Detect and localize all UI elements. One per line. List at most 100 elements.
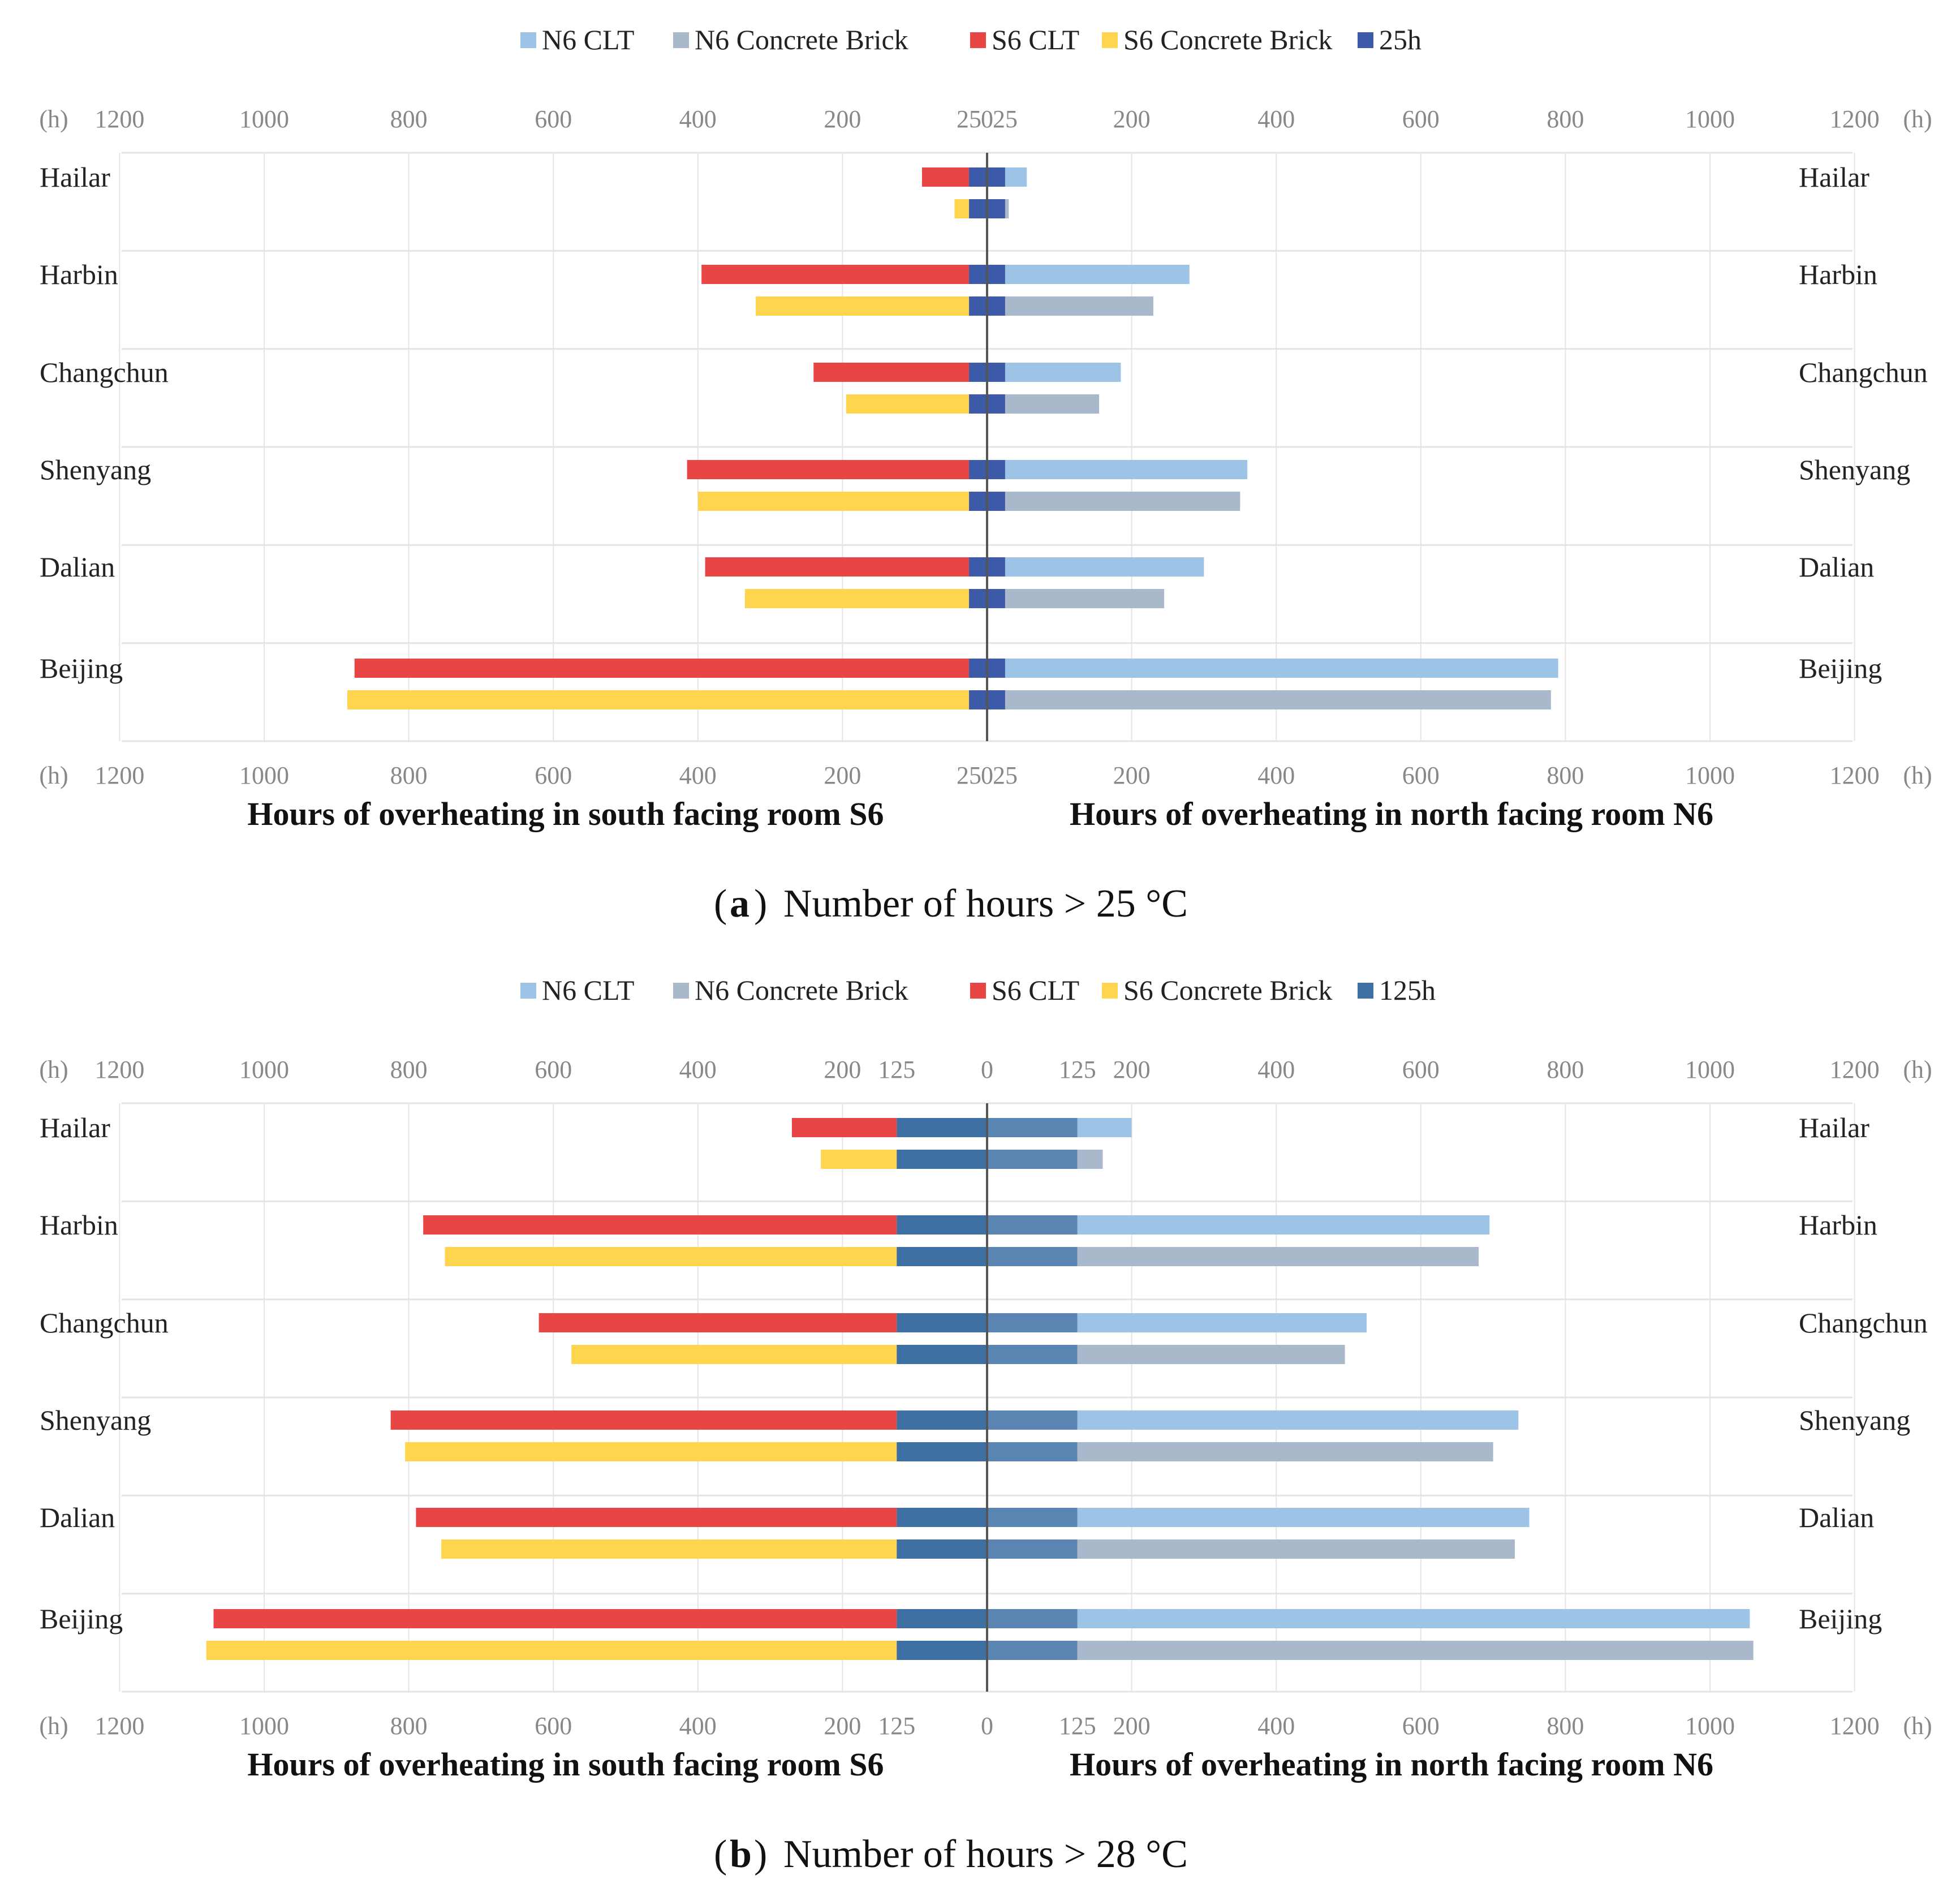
panel-a-legend-label: S6 CLT bbox=[992, 24, 1079, 55]
panel-b-legend-swatch bbox=[520, 983, 536, 999]
panel-a-bar-threshold-right bbox=[987, 167, 1005, 187]
panel-a-tick-label-right-bottom: 200 bbox=[1113, 762, 1151, 789]
panel-b-tick-label-left-bottom: 1000 bbox=[239, 1712, 289, 1740]
panel-a-tick-label-right-bottom: 1200 bbox=[1830, 762, 1880, 789]
panel-a-bar-threshold-left bbox=[969, 296, 987, 316]
panel-b-legend-label: S6 Concrete Brick bbox=[1123, 974, 1332, 1006]
panel-b-bar-threshold-right bbox=[987, 1609, 1078, 1628]
panel-a-bar-n6-concrete-brick bbox=[1005, 394, 1100, 414]
panel-b-tick-label-right-bottom: 125 bbox=[1059, 1712, 1096, 1740]
panel-b-tick-label-left-top: 0 bbox=[981, 1056, 993, 1083]
panel-a-unit-label-right-top: (h) bbox=[1903, 105, 1932, 133]
panel-a-bar-s6-concrete-brick bbox=[744, 589, 970, 608]
panel-a-tick-label-left-bottom: 0 bbox=[981, 762, 993, 789]
panel-b-bar-s6-clt bbox=[423, 1215, 897, 1235]
panel-b-bar-n6-concrete-brick bbox=[1077, 1150, 1103, 1169]
panel-b-tick-label-right-bottom: 800 bbox=[1547, 1712, 1584, 1740]
panel-b-bar-threshold-left bbox=[897, 1410, 987, 1430]
panel-a-bar-threshold-right bbox=[987, 557, 1005, 577]
panel-b-tick-label-right-bottom: 1000 bbox=[1685, 1712, 1735, 1740]
panel-b-bar-s6-concrete-brick bbox=[206, 1641, 897, 1660]
panel-b-category-label-right: Shenyang bbox=[1799, 1404, 1910, 1436]
panel-a-bar-threshold-right bbox=[987, 199, 1005, 218]
panel-a-legend-label: N6 Concrete Brick bbox=[695, 24, 908, 55]
panel-b-category-label-right: Hailar bbox=[1799, 1112, 1869, 1143]
panel-a-bar-s6-concrete-brick bbox=[846, 394, 970, 414]
panel-a-tick-label-right-bottom: 1000 bbox=[1685, 762, 1735, 789]
panel-a-category-label-left: Dalian bbox=[40, 551, 115, 583]
panel-b-tick-label-left-bottom: 400 bbox=[679, 1712, 717, 1740]
panel-b-legend-label: 125h bbox=[1379, 974, 1436, 1006]
panel-b-bar-n6-clt bbox=[1077, 1215, 1490, 1235]
panel-b-tick-label-left-bottom: 0 bbox=[981, 1712, 993, 1740]
panel-b-tick-label-left-bottom: 800 bbox=[390, 1712, 428, 1740]
panel-a-bar-threshold-left bbox=[969, 265, 987, 284]
panel-a-tick-label-left-top: 600 bbox=[535, 105, 572, 133]
panel-a-bar-s6-concrete-brick bbox=[954, 199, 970, 218]
panel-b-bar-n6-concrete-brick bbox=[1077, 1345, 1345, 1364]
panel-a-category-label-right: Beijing bbox=[1799, 652, 1882, 684]
panel-a-bar-threshold-left bbox=[969, 460, 987, 479]
panel-b-category-label-right: Dalian bbox=[1799, 1502, 1874, 1533]
panel-b-tick-label-right-bottom: 1200 bbox=[1830, 1712, 1880, 1740]
panel-b-bar-n6-clt bbox=[1077, 1410, 1519, 1430]
panel-a-tick-label-right-bottom: 600 bbox=[1402, 762, 1440, 789]
panel-a-bar-s6-clt bbox=[354, 659, 970, 678]
panel-a-tick-label-left-top: 400 bbox=[679, 105, 717, 133]
panel-b-tick-label-left-bottom: 600 bbox=[535, 1712, 572, 1740]
panel-a-tick-label-left-bottom: 1200 bbox=[94, 762, 144, 789]
panel-b-bar-threshold-right bbox=[987, 1313, 1078, 1332]
panel-a-bar-s6-clt bbox=[813, 363, 970, 382]
panel-b-bar-threshold-left bbox=[897, 1609, 987, 1628]
panel-a-tick-label-left-bottom: 600 bbox=[535, 762, 572, 789]
panel-b-bar-threshold-right bbox=[987, 1410, 1078, 1430]
panel-b-bar-threshold-right bbox=[987, 1442, 1078, 1461]
panel-a-legend-swatch bbox=[1358, 32, 1373, 48]
panel-a-bar-threshold-left bbox=[969, 690, 987, 709]
panel-a-bar-threshold-right bbox=[987, 659, 1005, 678]
panel-a-unit-label-left-top: (h) bbox=[39, 105, 68, 133]
panel-b-category-label-left: Hailar bbox=[40, 1112, 110, 1143]
panel-b-tick-label-left-top: 125 bbox=[878, 1056, 915, 1083]
panel-a-bar-threshold-right bbox=[987, 394, 1005, 414]
panel-a-tick-label-left-top: 800 bbox=[390, 105, 428, 133]
panel-b-tick-label-right-top: 125 bbox=[1059, 1056, 1096, 1083]
panel-b-unit-label-left-bottom: (h) bbox=[39, 1712, 68, 1740]
panel-a-tick-label-right-top: 200 bbox=[1113, 105, 1151, 133]
panel-a-tick-label-left-top: 200 bbox=[824, 105, 861, 133]
panel-b-bar-threshold-left bbox=[897, 1150, 987, 1169]
panel-a-bar-threshold-left bbox=[969, 394, 987, 414]
panel-b-legend-label: N6 Concrete Brick bbox=[695, 974, 908, 1006]
panel-b-bar-n6-concrete-brick bbox=[1077, 1247, 1479, 1266]
panel-a-tick-label-left-bottom: 1000 bbox=[239, 762, 289, 789]
panel-b-tick-label-right-bottom: 400 bbox=[1257, 1712, 1295, 1740]
panel-b-bar-threshold-right bbox=[987, 1247, 1078, 1266]
panel-a-tick-label-right-top: 600 bbox=[1402, 105, 1440, 133]
panel-a-category-label-right: Hailar bbox=[1799, 161, 1869, 193]
panel-a-bar-s6-concrete-brick bbox=[347, 690, 970, 709]
panel-b-category-label-right: Beijing bbox=[1799, 1603, 1882, 1635]
panel-a-axis-title-left: Hours of overheating in south facing roo… bbox=[247, 795, 884, 832]
panel-a-bar-threshold-left bbox=[969, 557, 987, 577]
panel-b-tick-label-right-top: 800 bbox=[1547, 1056, 1584, 1083]
panel-a-legend-swatch bbox=[520, 32, 536, 48]
panel-b-unit-label-left-top: (h) bbox=[39, 1056, 68, 1083]
panel-a-bar-n6-clt bbox=[1005, 460, 1248, 479]
panel-a-tick-label-right-bottom: 800 bbox=[1547, 762, 1584, 789]
panel-b-bar-threshold-left bbox=[897, 1442, 987, 1461]
panel-a-category-label-left: Hailar bbox=[40, 161, 110, 193]
panel-b-bar-s6-clt bbox=[416, 1508, 897, 1527]
panel-b-category-label-right: Changchun bbox=[1799, 1307, 1928, 1339]
panel-a-bar-threshold-left bbox=[969, 167, 987, 187]
panel-a-bar-threshold-right bbox=[987, 265, 1005, 284]
panel-b-tick-label-left-bottom: 200 bbox=[824, 1712, 861, 1740]
panel-b-legend-label: N6 CLT bbox=[542, 974, 634, 1006]
panel-b-legend-label: S6 CLT bbox=[992, 974, 1079, 1006]
panel-b-tick-label-right-top: 600 bbox=[1402, 1056, 1440, 1083]
panel-a-bar-s6-clt bbox=[687, 460, 970, 479]
panel-b-legend-swatch bbox=[970, 983, 986, 999]
panel-a-bar-n6-concrete-brick bbox=[1005, 199, 1009, 218]
panel-a-legend-swatch bbox=[1102, 32, 1118, 48]
panel-b-bar-threshold-right bbox=[987, 1641, 1078, 1660]
